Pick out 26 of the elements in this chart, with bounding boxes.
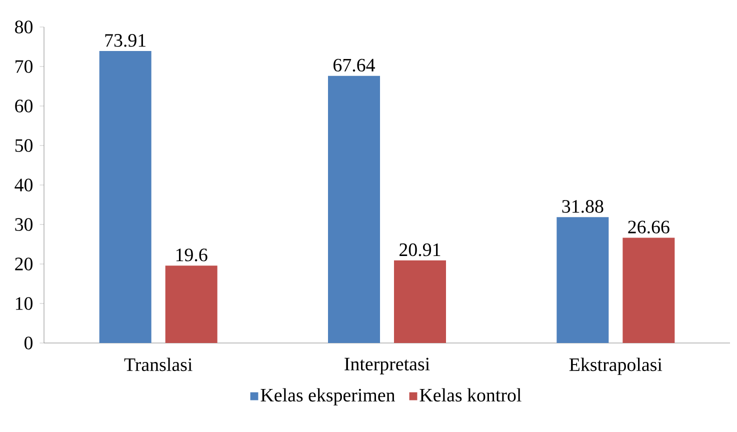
data-label: 20.91 bbox=[400, 243, 440, 256]
data-label: 73.91 bbox=[105, 34, 146, 47]
data-label: 67.64 bbox=[334, 58, 376, 72]
y-tick-label: 70 bbox=[16, 60, 33, 73]
y-tick-label: 60 bbox=[15, 100, 33, 112]
bar bbox=[622, 238, 675, 343]
y-tick-label: 10 bbox=[16, 297, 33, 310]
y-tick-label: 20 bbox=[15, 258, 33, 270]
x-tick-label: Ekstrapolasi bbox=[569, 358, 662, 375]
y-tick-label: 50 bbox=[15, 139, 33, 152]
bar bbox=[165, 266, 218, 343]
legend-label: Kelas eksperimen bbox=[260, 388, 395, 406]
bar bbox=[556, 217, 609, 343]
data-label: 31.88 bbox=[562, 200, 604, 213]
data-label: 19.6 bbox=[176, 248, 208, 262]
y-tick-label: 40 bbox=[14, 178, 33, 192]
x-tick-label: Translasi bbox=[124, 358, 192, 372]
bar bbox=[394, 260, 446, 343]
y-tick-label: 80 bbox=[15, 20, 33, 34]
legend-label: Kelas kontrol bbox=[420, 388, 522, 402]
bar bbox=[99, 51, 152, 343]
data-label: 26.66 bbox=[628, 220, 670, 234]
x-tick-label: Interpretasi bbox=[344, 358, 430, 374]
y-tick-label: 0 bbox=[24, 336, 33, 350]
bar bbox=[328, 76, 380, 343]
y-tick-label: 30 bbox=[15, 218, 33, 231]
